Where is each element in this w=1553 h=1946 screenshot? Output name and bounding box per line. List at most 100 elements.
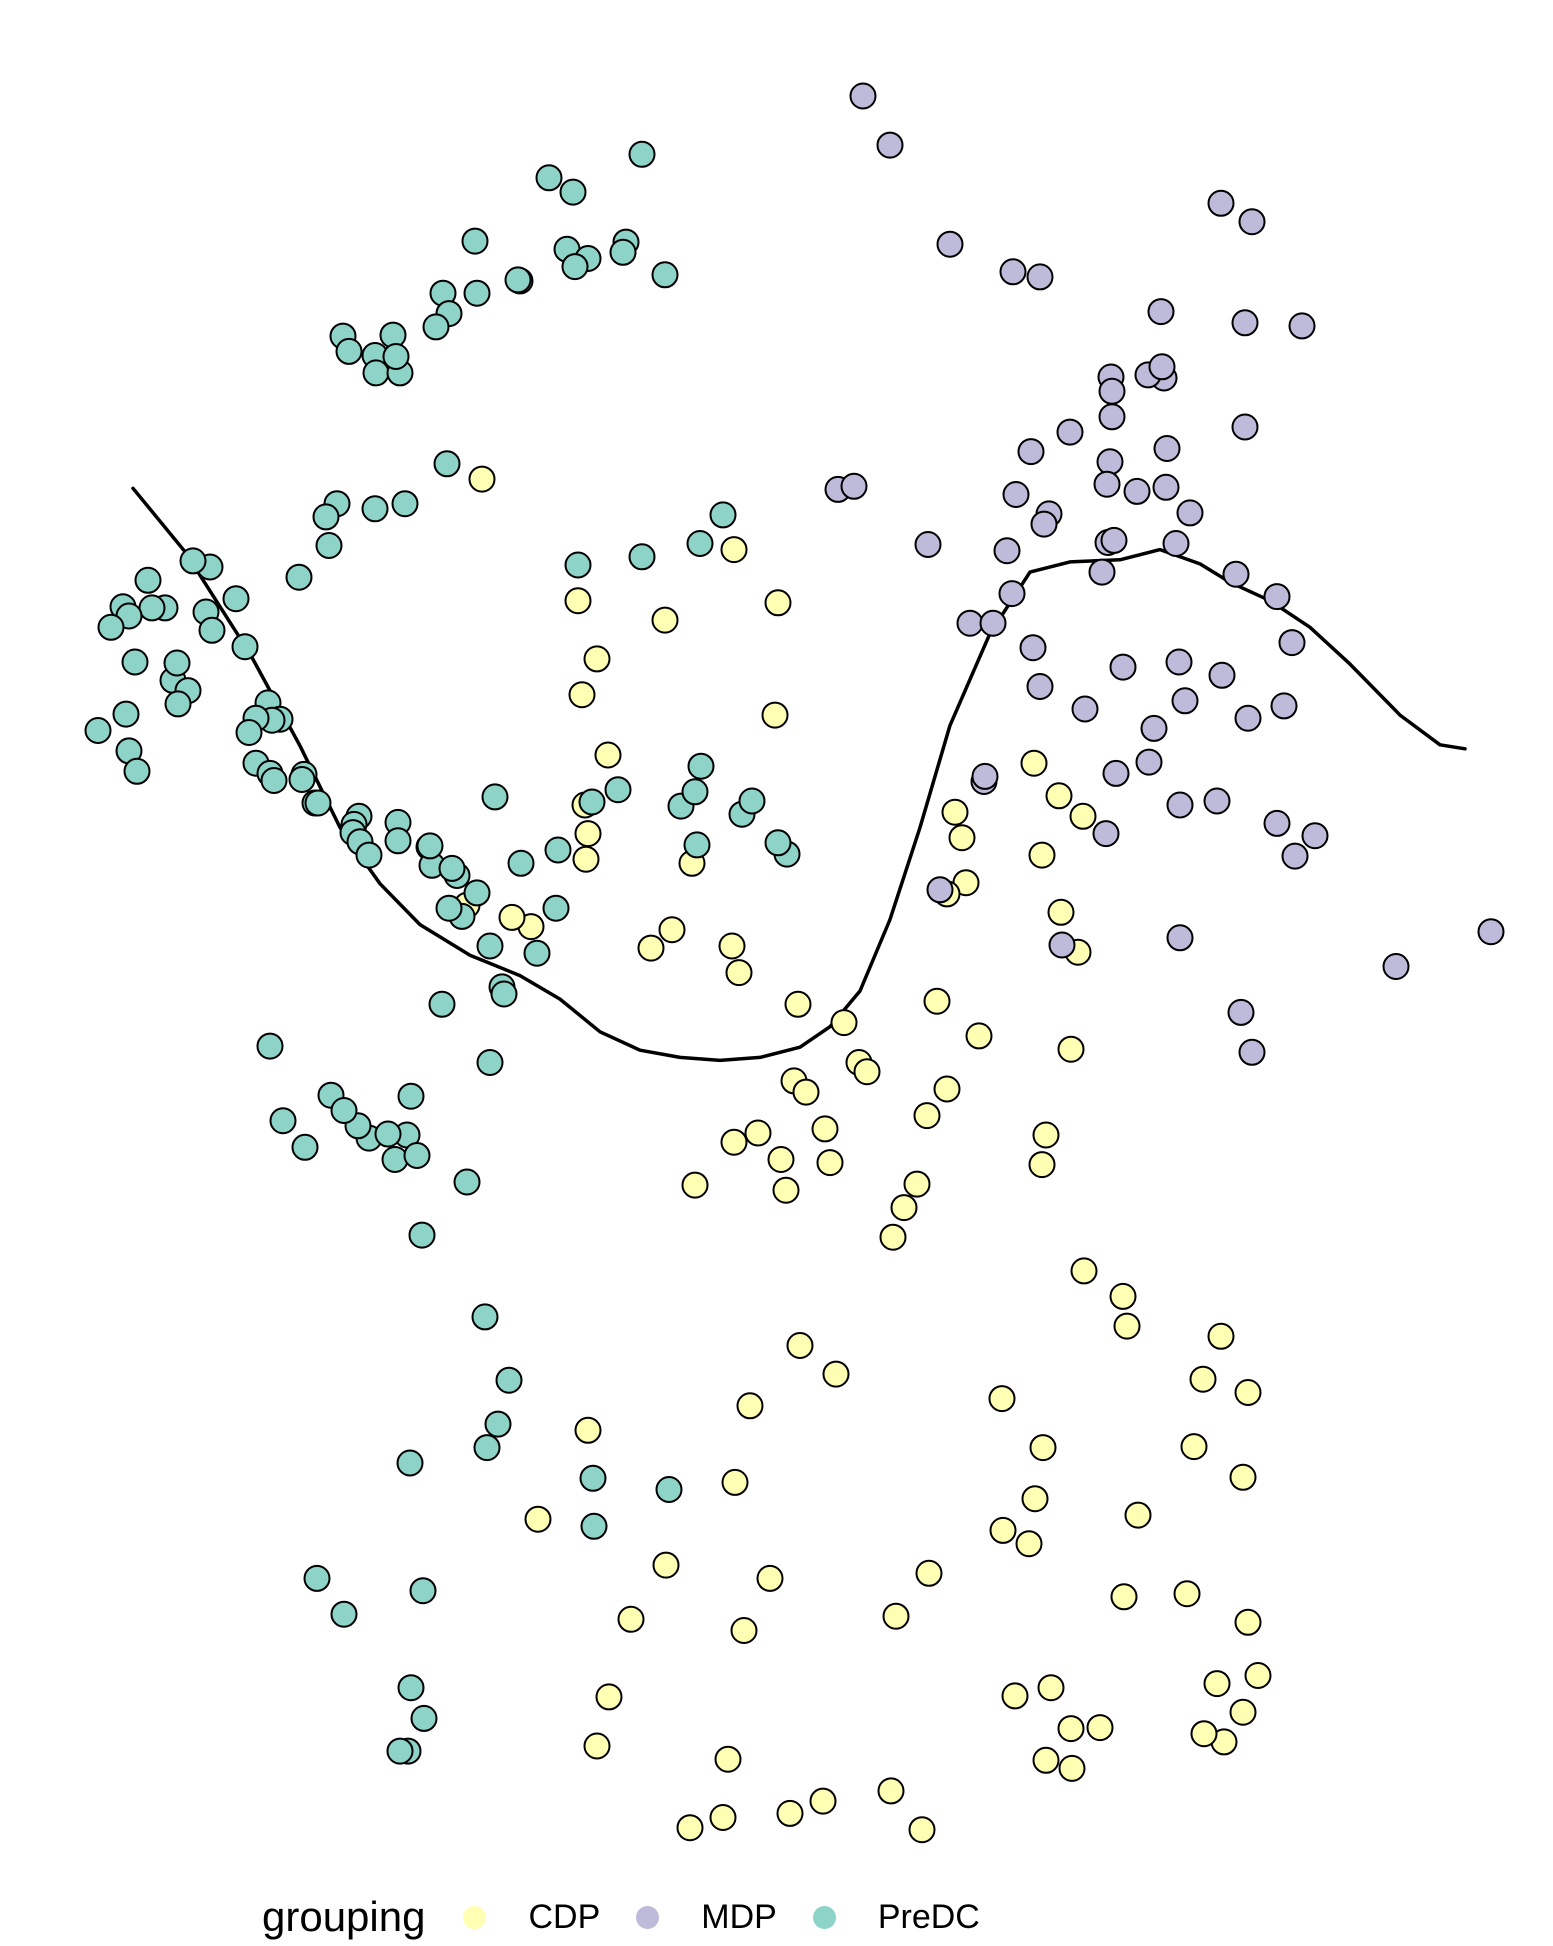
- point-predc: [386, 1737, 414, 1765]
- point-cdp: [1029, 1434, 1057, 1462]
- point-cdp: [1229, 1698, 1257, 1726]
- point-cdp: [908, 1816, 936, 1844]
- point-cdp: [792, 1078, 820, 1106]
- point-mdp: [998, 580, 1026, 608]
- point-mdp: [1238, 1038, 1266, 1066]
- point-cdp: [721, 1468, 749, 1496]
- point-predc: [335, 337, 363, 365]
- point-predc: [362, 359, 390, 387]
- point-predc: [198, 616, 226, 644]
- point-mdp: [1019, 634, 1047, 662]
- point-predc: [564, 551, 592, 579]
- point-cdp: [1113, 1312, 1141, 1340]
- point-cdp: [1047, 898, 1075, 926]
- point-predc: [231, 633, 259, 661]
- point-mdp: [840, 472, 868, 500]
- point-mdp: [1148, 353, 1176, 381]
- point-mdp: [1231, 309, 1259, 337]
- point-cdp: [1037, 1674, 1065, 1702]
- point-cdp: [1001, 1682, 1029, 1710]
- point-cdp: [941, 798, 969, 826]
- point-mdp: [1071, 695, 1099, 723]
- point-cdp: [564, 587, 592, 615]
- point-mdp: [1098, 403, 1126, 431]
- point-cdp: [1229, 1463, 1257, 1491]
- point-predc: [163, 649, 191, 677]
- point-mdp: [849, 82, 877, 110]
- point-predc: [291, 1133, 319, 1161]
- point-predc: [544, 836, 572, 864]
- point-cdp: [468, 465, 496, 493]
- point-predc: [355, 841, 383, 869]
- points-layer: [84, 82, 1505, 1844]
- point-cdp: [651, 606, 679, 634]
- point-mdp: [1234, 704, 1262, 732]
- point-predc: [391, 490, 419, 518]
- point-mdp: [1026, 673, 1054, 700]
- point-cdp: [594, 741, 622, 769]
- point-predc: [410, 1704, 438, 1732]
- point-predc: [256, 1032, 284, 1060]
- point-cdp: [1070, 1257, 1098, 1285]
- point-cdp: [730, 1617, 758, 1644]
- point-mdp: [1140, 714, 1168, 742]
- point-cdp: [681, 1171, 709, 1199]
- point-predc: [490, 980, 518, 1008]
- point-mdp: [1166, 791, 1194, 819]
- point-mdp: [1030, 510, 1058, 538]
- point-mdp: [1176, 499, 1204, 527]
- point-predc: [453, 1168, 481, 1196]
- point-predc: [315, 532, 343, 559]
- point-cdp: [811, 1115, 839, 1143]
- point-cdp: [1203, 1670, 1231, 1698]
- point-predc: [285, 563, 313, 591]
- point-cdp: [637, 934, 665, 962]
- trajectory-curve: [131, 486, 1467, 1063]
- point-cdp: [989, 1516, 1017, 1544]
- point-mdp: [1152, 473, 1180, 501]
- point-mdp: [1203, 787, 1231, 815]
- point-predc: [481, 783, 509, 811]
- point-predc: [709, 501, 737, 529]
- point-mdp: [1231, 413, 1259, 441]
- point-mdp: [1263, 809, 1291, 837]
- legend-key-mdp: [636, 1905, 660, 1929]
- point-mdp: [1109, 653, 1137, 681]
- point-cdp: [1015, 1530, 1043, 1558]
- point-cdp: [965, 1022, 993, 1050]
- point-cdp: [1234, 1608, 1262, 1636]
- point-predc: [84, 717, 112, 744]
- point-cdp: [786, 1332, 814, 1359]
- point-cdp: [1021, 1485, 1049, 1513]
- point-cdp: [1190, 1720, 1218, 1748]
- point-predc: [138, 594, 166, 622]
- point-mdp: [1165, 648, 1193, 676]
- point-mdp: [1102, 759, 1130, 787]
- point-predc: [523, 939, 551, 967]
- point-predc: [476, 932, 504, 960]
- point-predc: [112, 700, 140, 728]
- point-cdp: [913, 1102, 941, 1130]
- point-cdp: [822, 1360, 850, 1388]
- point-cdp: [882, 1602, 910, 1630]
- point-predc: [403, 1142, 431, 1169]
- point-mdp: [936, 230, 964, 258]
- point-predc: [578, 788, 606, 816]
- point-cdp: [720, 536, 748, 564]
- point-predc: [609, 238, 637, 266]
- point-predc: [681, 778, 709, 806]
- point-mdp: [1088, 558, 1116, 586]
- point-cdp: [714, 1745, 742, 1773]
- point-mdp: [993, 537, 1021, 565]
- point-predc: [438, 854, 466, 882]
- point-predc: [628, 140, 656, 168]
- point-mdp: [1162, 530, 1190, 557]
- point-cdp: [709, 1804, 737, 1831]
- point-cdp: [1207, 1322, 1235, 1350]
- point-cdp: [915, 1559, 943, 1587]
- point-cdp: [574, 820, 602, 848]
- point-mdp: [1477, 918, 1505, 946]
- point-mdp: [926, 876, 954, 904]
- point-mdp: [1278, 629, 1306, 657]
- point-predc: [461, 227, 489, 255]
